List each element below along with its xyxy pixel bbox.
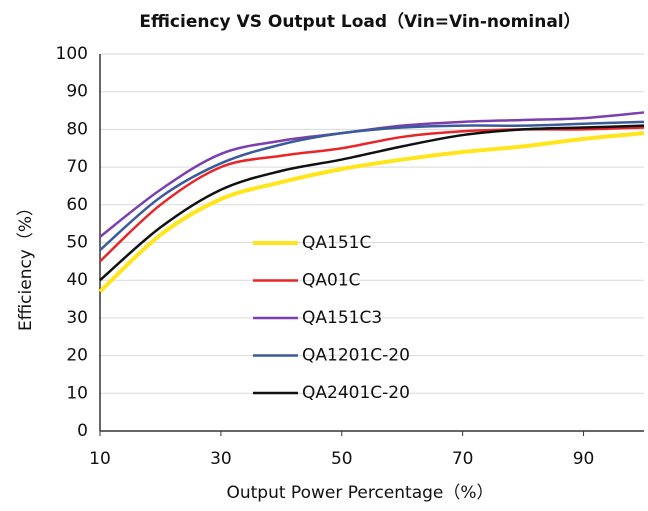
- legend-label: QA1201C-20: [302, 346, 410, 366]
- x-axis-label: Output Power Percentage（%）: [226, 483, 493, 503]
- y-tick-label: 50: [66, 233, 88, 253]
- y-tick-label: 100: [56, 44, 88, 64]
- y-tick-label: 20: [66, 346, 88, 366]
- series-line: [99, 126, 645, 263]
- y-tick-label: 0: [77, 421, 88, 441]
- y-axis-label: Efficiency（%）: [16, 199, 36, 331]
- y-tick-label: 60: [66, 195, 88, 215]
- series-line: [99, 120, 645, 251]
- legend-label: QA2401C-20: [302, 383, 410, 403]
- x-tick-label: 90: [573, 449, 595, 469]
- y-tick-label: 10: [66, 383, 88, 403]
- y-tick-label: 40: [66, 270, 88, 290]
- y-tick-label: 30: [66, 308, 88, 328]
- chart-title: Efficiency VS Output Load（Vin=Vin-nomina…: [139, 11, 580, 32]
- legend-label: QA151C3: [302, 308, 382, 328]
- y-tick-label: 80: [66, 119, 88, 139]
- legend-label: QA01C: [302, 271, 361, 291]
- x-tick-label: 70: [452, 449, 474, 469]
- y-tick-label: 90: [66, 82, 88, 102]
- x-tick-label: 10: [89, 449, 111, 469]
- legend-label: QA151C: [302, 233, 371, 253]
- series-line: [99, 124, 645, 282]
- x-tick-label: 30: [210, 449, 232, 469]
- series-line: [98, 131, 645, 293]
- y-tick-label: 70: [66, 157, 88, 177]
- x-tick-label: 50: [331, 449, 353, 469]
